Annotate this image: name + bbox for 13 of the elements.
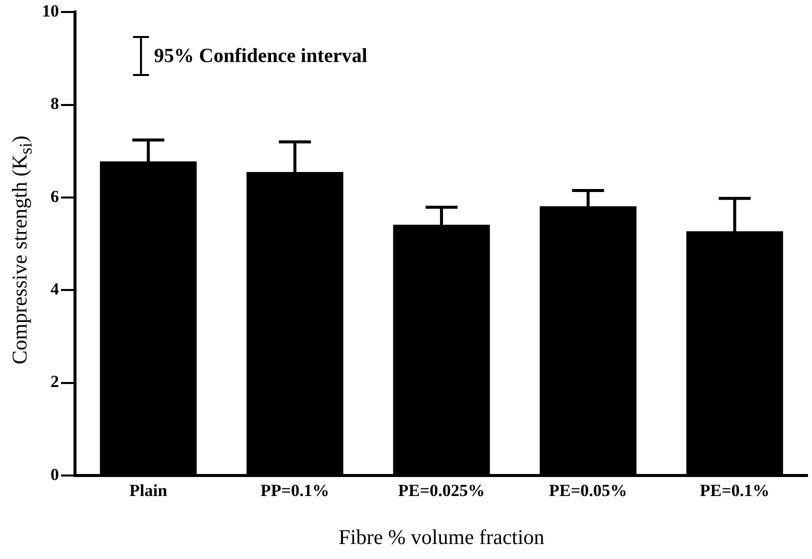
x-tick-label: PE=0.1% — [700, 480, 770, 500]
annotation: 95% Confidence interval — [154, 44, 368, 68]
y-tick-label: 10 — [42, 2, 59, 21]
y-tick-label: 2 — [50, 372, 59, 392]
x-tick-label: PE=0.025% — [398, 480, 485, 500]
x-tick-label: PP=0.1% — [260, 480, 330, 500]
y-tick-label: 0 — [50, 464, 59, 484]
y-tick-label: 6 — [50, 186, 59, 206]
y-tick-label: 8 — [50, 94, 59, 114]
x-tick-label: PE=0.05% — [549, 480, 628, 500]
y-tick-label: 4 — [50, 280, 60, 299]
x-tick-label: Plain — [129, 480, 168, 500]
x-axis-title: Fibre % volume fraction — [338, 524, 545, 549]
